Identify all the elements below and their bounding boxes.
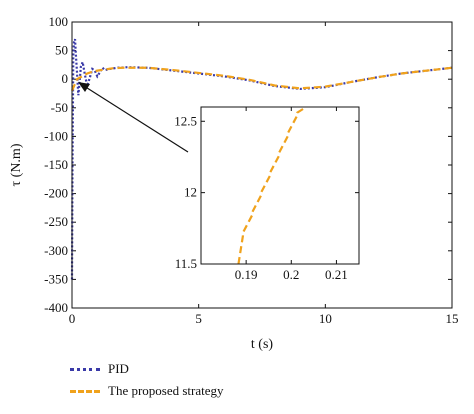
main-y-tick-label: -100: [44, 128, 68, 143]
zoom-inset: 0.19 0.2 0.21 11.5 12 12.5: [174, 106, 360, 282]
torque-chart: 0 5 10 15 100 50 0 -50 -100 -150 -200 -250 -300 -350 -…: [9, 14, 459, 352]
main-y-tick-label: -150: [44, 157, 68, 172]
main-x-tick-label: 15: [446, 311, 459, 326]
legend: PID The proposed strategy: [70, 358, 224, 402]
main-x-tick-label: 0: [69, 311, 76, 326]
main-y-tick-label: -50: [51, 100, 68, 115]
pid-swatch: [70, 367, 100, 371]
main-y-tick-label: -200: [44, 186, 68, 201]
main-plot-frame: [71, 21, 453, 309]
inset-y-tick-label: 12.5: [174, 113, 197, 128]
y-axis-label: τ (N.m): [9, 143, 24, 186]
legend-item-pid: PID: [70, 358, 224, 380]
main-x-tick-label: 5: [195, 311, 202, 326]
inset-plot-frame: [200, 106, 360, 265]
main-y-tick-label: 50: [55, 43, 68, 58]
legend-label-pid: PID: [108, 361, 129, 376]
zoom-pointer-arrow: [83, 85, 189, 153]
main-series-proposed-line: [70, 66, 453, 92]
legend-label-proposed: The proposed strategy: [108, 383, 224, 398]
main-y-tick-label: -250: [44, 214, 68, 229]
main-y-tick-label: -300: [44, 243, 68, 258]
legend-item-proposed: The proposed strategy: [70, 380, 224, 402]
inset-x-tick-label: 0.19: [235, 267, 258, 282]
main-x-tick-label: 10: [319, 311, 332, 326]
inset-x-tick-label: 0.21: [325, 267, 348, 282]
x-axis-label: t (s): [251, 337, 274, 352]
inset-y-tick-label: 11.5: [175, 256, 197, 271]
main-y-tick-label: 100: [49, 14, 69, 29]
main-y-tick-label: 0: [62, 71, 69, 86]
main-y-tick-label: -350: [44, 271, 68, 286]
inset-x-tick-label: 0.2: [283, 267, 299, 282]
inset-y-tick-label: 12: [184, 185, 197, 200]
proposed-swatch: [70, 389, 100, 393]
arrow-head: [78, 82, 90, 92]
main-y-tick-label: -400: [44, 300, 68, 315]
